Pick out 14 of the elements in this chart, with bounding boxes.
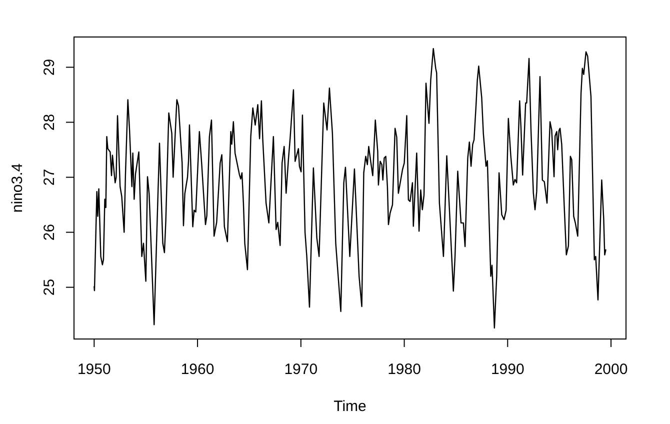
y-tick-label: 27 <box>40 168 58 186</box>
x-tick-label: 2000 <box>594 360 628 378</box>
x-tick-label: 1980 <box>388 360 421 378</box>
x-axis-title: Time <box>334 398 366 415</box>
y-axis-title: nino3.4 <box>8 163 26 213</box>
x-tick-label: 1960 <box>180 360 214 378</box>
y-tick-label: 26 <box>40 224 58 241</box>
y-tick-label: 29 <box>40 58 58 76</box>
line-series <box>94 48 606 329</box>
x-tick-label: 1970 <box>284 360 318 378</box>
y-tick-label: 28 <box>40 114 58 131</box>
y-tick-label: 25 <box>40 278 58 296</box>
x-tick-label: 1990 <box>490 360 524 378</box>
x-tick-label: 1950 <box>77 360 111 378</box>
